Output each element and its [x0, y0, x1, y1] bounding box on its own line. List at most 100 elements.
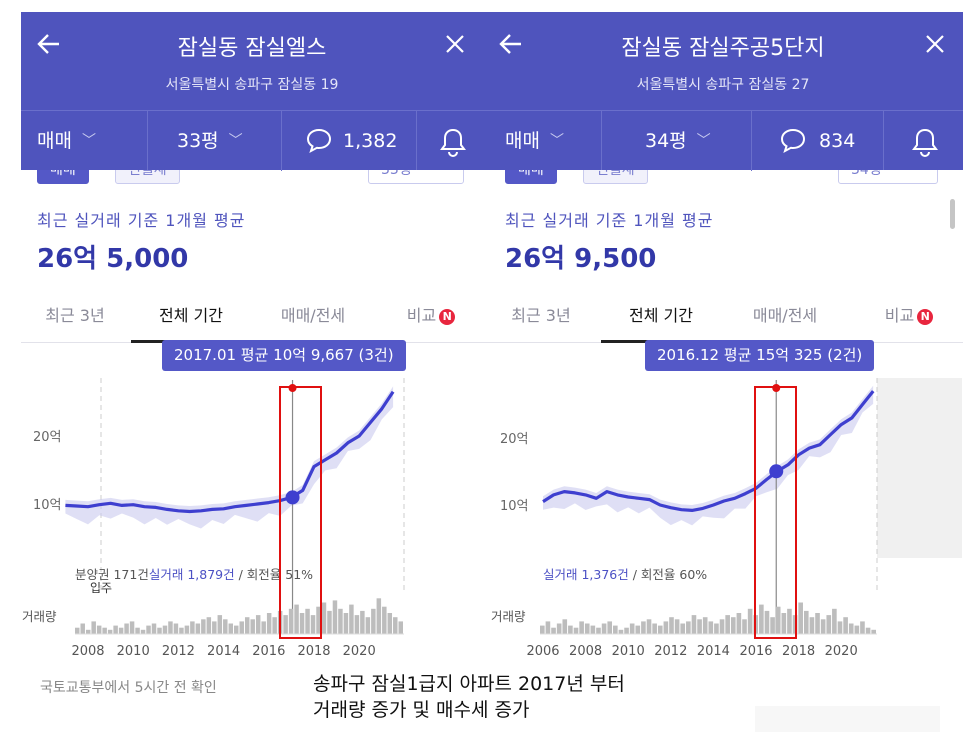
tab-all-period[interactable]: 전체 기간 [601, 302, 721, 343]
volume-bar [146, 625, 151, 634]
data-source-note: 국토교통부에서 5시간 전 확인 [40, 680, 217, 696]
bell-icon[interactable] [439, 127, 467, 157]
peek-rent-seg[interactable]: 전월세 [115, 170, 180, 184]
close-icon[interactable] [439, 28, 471, 60]
volume-label: 거래량 [22, 609, 57, 624]
highlight-box-right [754, 386, 797, 639]
volume-bar [223, 619, 228, 634]
volume-bar [118, 627, 124, 634]
volume-bar [151, 623, 157, 634]
volume-bar [321, 602, 327, 634]
chevron-down-icon: ﹀ [696, 133, 711, 149]
peek-sale-seg[interactable]: 매매 [37, 170, 89, 184]
volume-bar [398, 621, 403, 634]
volume-bar [250, 619, 255, 634]
comments-button[interactable]: 1,382 [305, 111, 397, 171]
volume-bar [393, 617, 398, 634]
x-tick-label: 2020 [342, 644, 376, 659]
volume-bar [327, 610, 332, 634]
tab-recent-3y[interactable]: 최근 3년 [45, 306, 105, 325]
close-icon[interactable] [919, 28, 951, 60]
x-tick-label: 2008 [71, 644, 105, 659]
bell-icon[interactable] [911, 127, 939, 157]
scrollbar-thumb[interactable] [950, 199, 955, 229]
volume-bar [365, 617, 371, 634]
tab-compare[interactable]: 비교 N [381, 302, 481, 342]
avg-price: 26억 9,500 [505, 244, 657, 274]
peek-size-seg[interactable]: 34평 [838, 170, 938, 184]
volume-bar [266, 613, 272, 634]
volume-bar [239, 621, 244, 634]
volume-bar [184, 625, 190, 634]
x-tick-label: 2010 [116, 644, 150, 659]
size-dropdown[interactable]: 33평 ﹀ [177, 111, 243, 171]
x-tick-label: 2016 [739, 644, 773, 659]
volume-bar [102, 627, 107, 634]
trade-count-annotation: 분양권 171건실거래 1,879건 / 회전율 51% [75, 567, 313, 582]
volume-bar [190, 621, 195, 634]
volume-bar [80, 623, 85, 634]
filter-bar: 매매 ﹀ 34평 ﹀ 834 [483, 110, 963, 171]
deal-type-dropdown[interactable]: 매매 ﹀ [37, 111, 96, 171]
apartment-title: 잠실동 잠실주공5단지 [621, 36, 825, 61]
comments-button[interactable]: 834 [779, 111, 855, 171]
volume-bar [382, 606, 387, 634]
avg-price: 26억 5,000 [37, 244, 189, 274]
tab-sale-rent[interactable]: 매매/전세 [752, 306, 818, 325]
volume-bar [338, 608, 343, 634]
price-line [65, 390, 395, 514]
volume-bar [244, 617, 250, 634]
peek-filter-row: 매매 전월세 34평 [505, 170, 945, 184]
x-tick-label: 2020 [824, 644, 858, 659]
apartment-title: 잠실동 잠실엘스 [177, 36, 327, 61]
comment-bubble-icon [306, 128, 332, 154]
x-tick-label: 2014 [696, 644, 730, 659]
comment-count: 834 [819, 130, 856, 152]
volume-bar [299, 613, 305, 634]
back-arrow-icon[interactable] [495, 28, 527, 60]
chevron-down-icon: ﹀ [549, 133, 564, 149]
volume-bar [140, 629, 146, 634]
volume-bar [288, 608, 294, 634]
volume-bar [234, 625, 239, 634]
selected-point [285, 490, 300, 505]
right-point-tooltip: 2016.12 평균 15억 325 (2건) [645, 340, 875, 371]
peek-rent-seg[interactable]: 전월세 [583, 170, 648, 184]
back-arrow-icon[interactable] [33, 28, 65, 60]
volume-bar [343, 613, 349, 634]
volume-bar [360, 610, 365, 634]
volume-bar [255, 615, 261, 634]
size-dropdown[interactable]: 34평 ﹀ [645, 111, 711, 171]
deal-type-dropdown[interactable]: 매매 ﹀ [505, 111, 564, 171]
x-tick-label: 2012 [654, 644, 688, 659]
volume-bar [217, 615, 223, 634]
x-tick-label: 2014 [207, 644, 241, 659]
peek-size-seg[interactable]: 33평 [368, 170, 464, 184]
volume-bar [332, 600, 338, 634]
x-tick-label: 2006 [526, 644, 560, 659]
x-tick-label: 2008 [569, 644, 603, 659]
filter-bar: 매매 ﹀ 33평 ﹀ 1,382 [21, 110, 483, 171]
volume-bar [173, 623, 179, 634]
x-tick-label: 2016 [252, 644, 286, 659]
volume-bar [124, 623, 129, 634]
volume-bar [305, 608, 310, 634]
caption-text: 송파구 잠실1급지 아파트 2017년 부터 거래량 증가 및 매수세 증가 [313, 671, 625, 723]
tab-compare[interactable]: 비교 N [859, 302, 959, 342]
tab-recent-3y[interactable]: 최근 3년 [511, 306, 571, 325]
highlight-box-left [279, 386, 322, 639]
apartment-address: 서울특별시 송파구 잠실동 27 [636, 77, 810, 93]
chevron-down-icon: ﹀ [81, 133, 96, 149]
x-tick-label: 2012 [161, 644, 195, 659]
volume-bar [157, 627, 162, 634]
x-tick-label: 2018 [297, 644, 331, 659]
tab-sale-rent[interactable]: 매매/전세 [280, 306, 346, 325]
x-tick-label: 2018 [782, 644, 816, 659]
comment-bubble-icon [780, 128, 806, 154]
apartment-address: 서울특별시 송파구 잠실동 19 [165, 77, 339, 93]
caption-line-2: 거래량 증가 및 매수세 증가 [313, 699, 530, 721]
peek-sale-seg[interactable]: 매매 [505, 170, 557, 184]
volume-bar [75, 627, 80, 634]
new-badge-icon: N [917, 309, 934, 325]
